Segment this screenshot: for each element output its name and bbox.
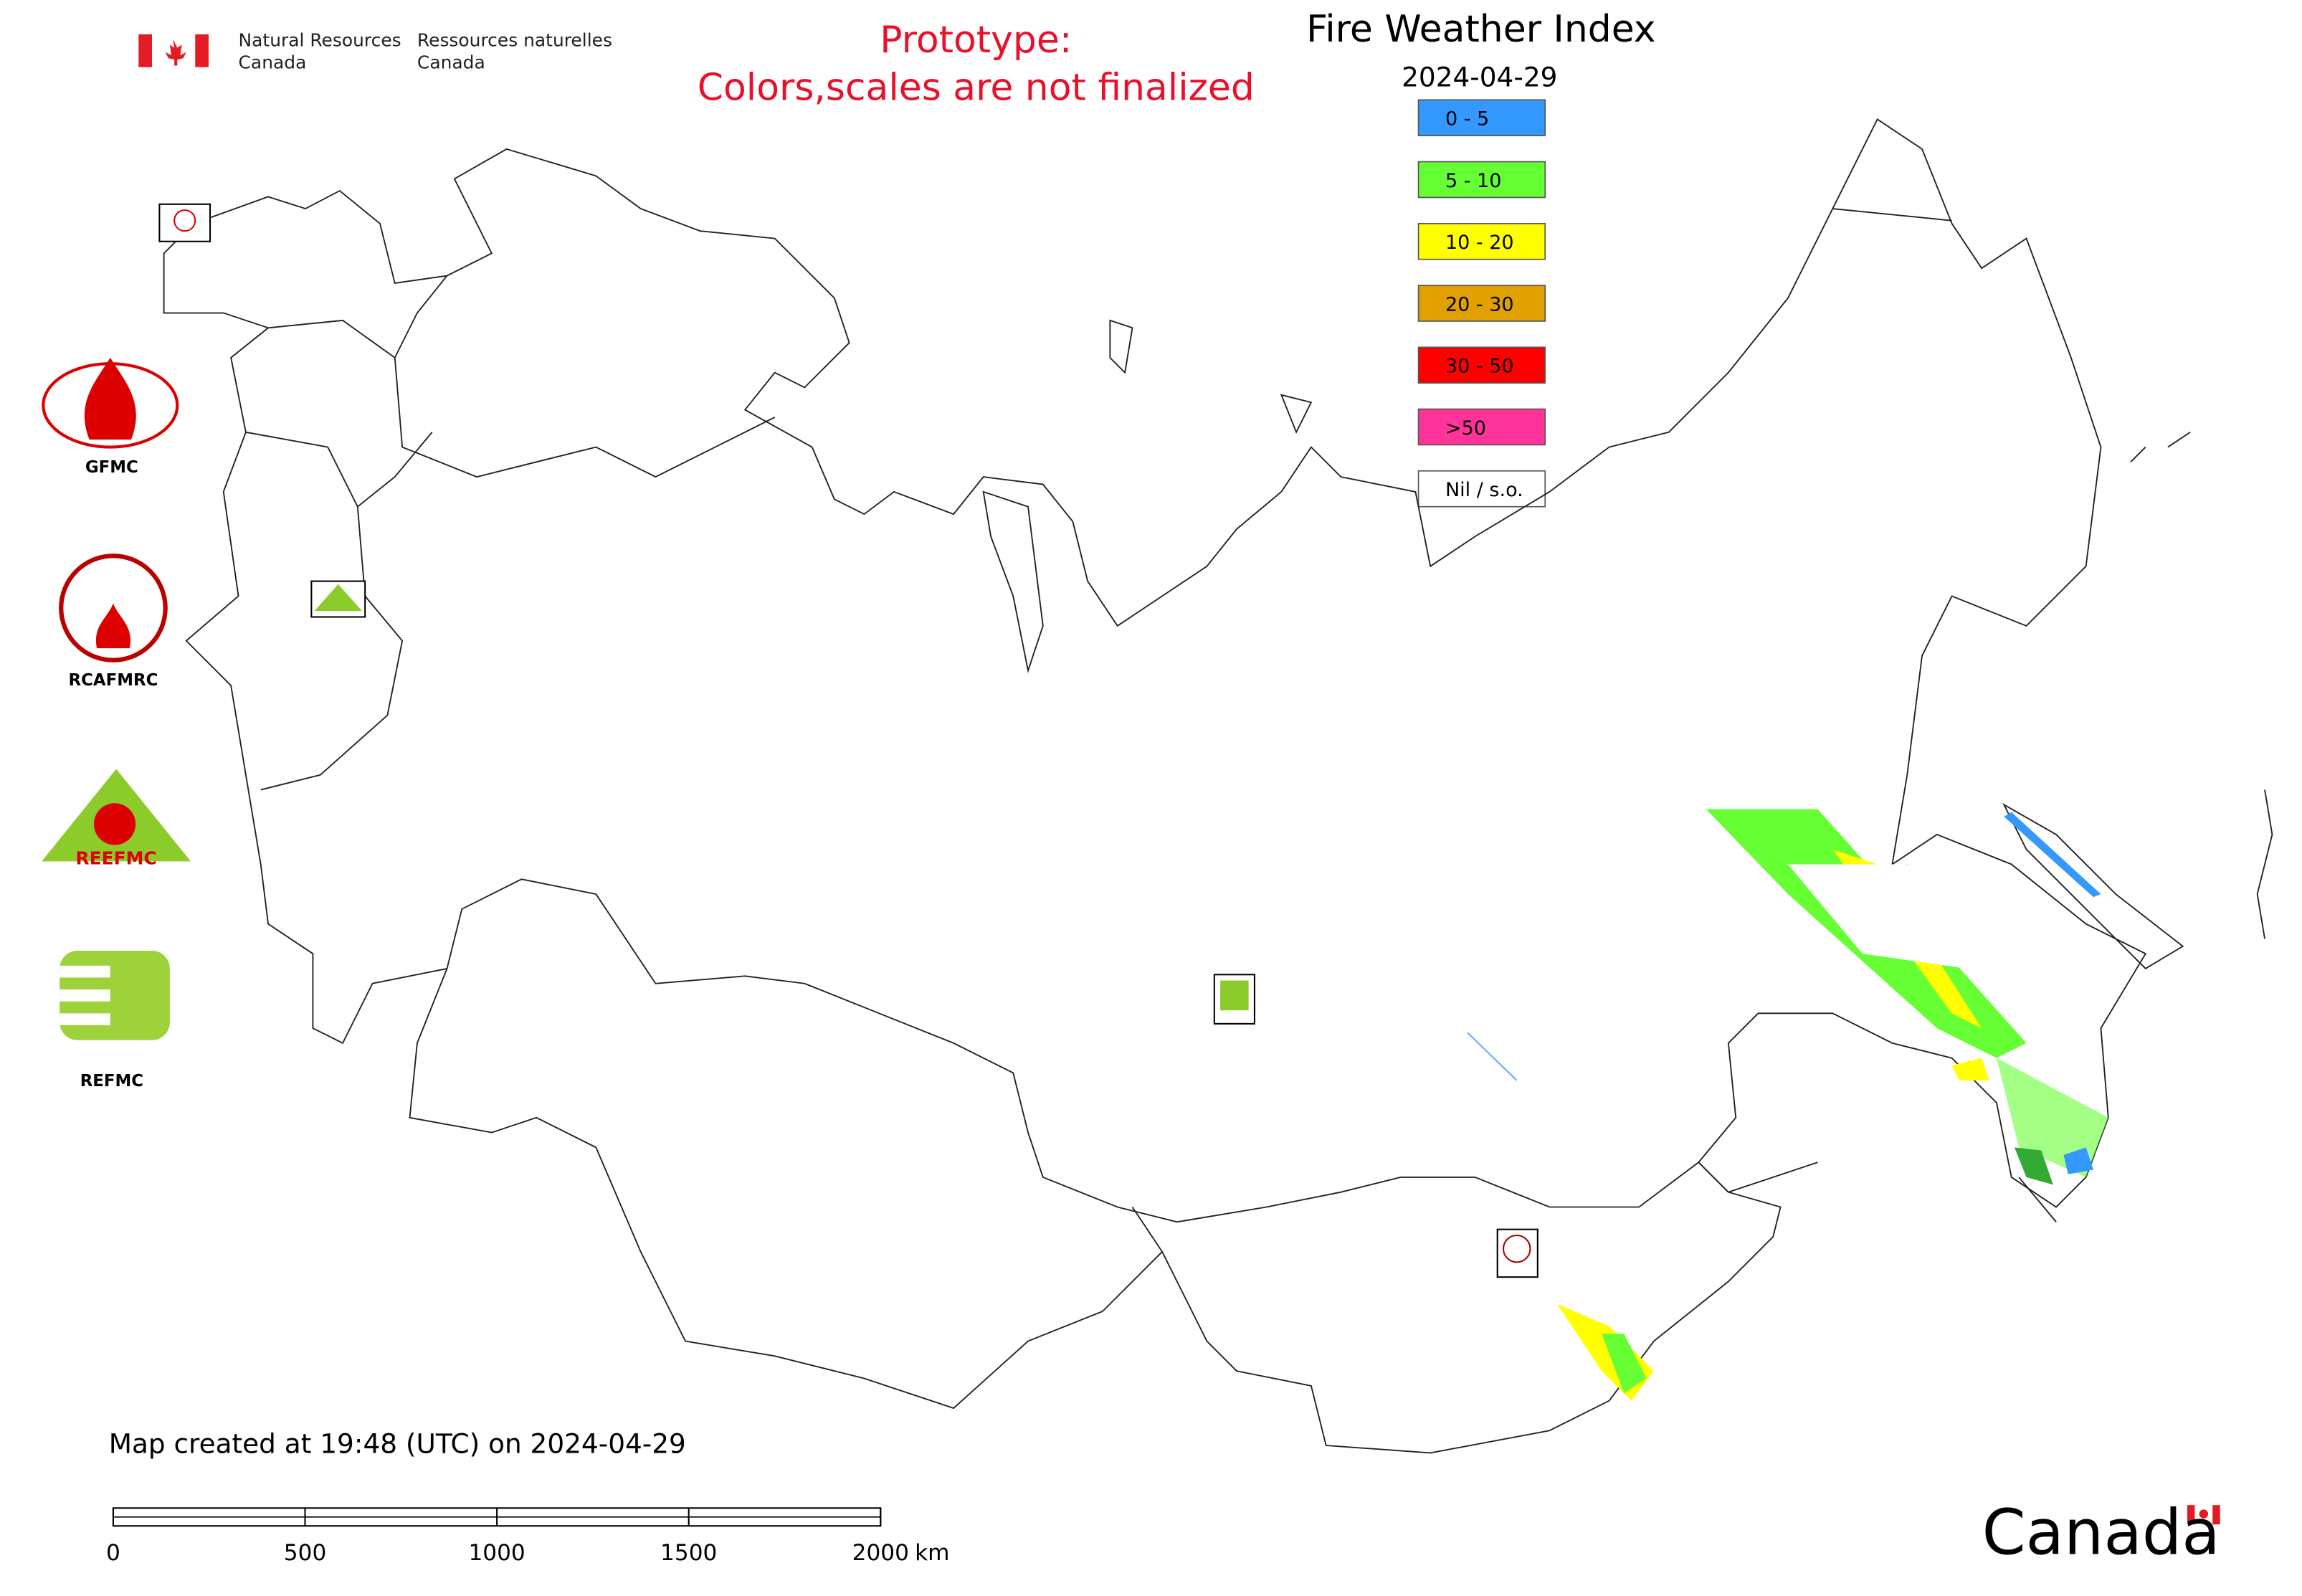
wordmark-flag: [2212, 1505, 2220, 1525]
created-note: Map created at 19:48 (UTC) on 2024-04-29: [109, 1428, 686, 1459]
fwi-patch: [2014, 1147, 2053, 1185]
border: [1832, 208, 2191, 463]
scale-label: 500: [284, 1540, 326, 1566]
legend-swatch: [1417, 470, 1546, 508]
wordmark-flag: [2187, 1505, 2195, 1525]
refmc-stripe: [60, 1013, 110, 1025]
fwi-patch: [1556, 1303, 1654, 1401]
fwi-patch: [1951, 1058, 1989, 1080]
scale-label: 1000: [468, 1540, 525, 1566]
border: [163, 118, 2147, 1223]
country-borders: [163, 118, 2273, 1454]
legend-label: 10 - 20: [1445, 232, 1514, 254]
scale-unit: km: [915, 1540, 949, 1566]
fwi-patch: [1467, 1032, 1518, 1081]
legend-swatch: [1417, 161, 1546, 199]
logo-label: GFMC: [85, 458, 138, 477]
border: [268, 319, 776, 478]
inset-logo-mark: [1220, 980, 1249, 1011]
legend-label: 5 - 10: [1445, 170, 1501, 192]
fwi-patch: [1787, 864, 1967, 969]
legend-label: 20 - 30: [1445, 293, 1514, 315]
flag-bar: [138, 34, 152, 67]
legend-label: 30 - 50: [1445, 356, 1514, 378]
fwi-patch: [1996, 1058, 2108, 1177]
border: [409, 968, 1164, 1410]
border: [1161, 1162, 1782, 1454]
border: [394, 275, 448, 358]
legend-swatch: [1417, 285, 1546, 322]
map-title: Fire Weather Index: [1306, 8, 1655, 51]
scale-label: 1500: [660, 1540, 717, 1566]
inset-logo-mark: [1502, 1234, 1531, 1263]
border: [2256, 789, 2273, 939]
map-date: 2024-04-29: [1402, 62, 1557, 93]
refmc-stripe: [60, 965, 110, 978]
inset-logo-mark: [314, 584, 363, 612]
agency-fr: Canada: [417, 52, 485, 73]
agency-en: Canada: [239, 52, 307, 73]
inset-logos: [158, 203, 1538, 1278]
nrcan-signature: Natural Resources Canada Ressources natu…: [138, 29, 612, 73]
fwi-patch: [1602, 1334, 1647, 1394]
legend-label: >50: [1445, 417, 1486, 440]
logo-label: REFMC: [80, 1072, 143, 1091]
agency-en: Natural Resources: [239, 29, 401, 50]
canada-wordmark: Canada: [1982, 1496, 2220, 1569]
legend-swatch: [1417, 408, 1546, 446]
logo-text: REEFMC: [75, 847, 156, 868]
gfmc-flame: [84, 357, 136, 440]
scale-label: 0: [106, 1540, 120, 1566]
partner-logos: GFMC RCAFMRC REEFMC REFMC: [42, 357, 191, 1091]
border: [982, 319, 1313, 673]
logo-label: RCAFMRC: [69, 671, 158, 690]
legend-label: 0 - 5: [1445, 108, 1489, 130]
legend-swatch: [1417, 346, 1546, 384]
refmc-stripe: [60, 989, 110, 1002]
wordmark-flag: [2199, 1509, 2209, 1519]
legend: 0 - 5 5 - 10 10 - 20 20 - 30 30 - 50 >50 Nil /…: [1417, 99, 1546, 508]
notice: Colors,scales are not finalized: [698, 66, 1255, 109]
legend-label: Nil / s.o.: [1445, 479, 1523, 501]
flag-bar: [195, 34, 209, 67]
fwi-patches: [1467, 809, 2108, 1401]
maple-leaf: [165, 39, 186, 66]
fwi-patch: [2004, 812, 2101, 898]
scale-bar: 0 500 1000 1500 2000 km: [106, 1507, 949, 1566]
fwi-patch: [2063, 1147, 2094, 1174]
notice: Prototype:: [880, 19, 1072, 62]
inset-logo-mark: [173, 209, 196, 232]
border: [2002, 803, 2184, 970]
scale-label: 2000: [852, 1540, 909, 1566]
legend-swatch: [1417, 99, 1546, 137]
rcafmrc-flame: [95, 603, 130, 649]
agency-fr: Ressources naturelles: [417, 29, 612, 50]
legend-swatch: [1417, 222, 1546, 260]
reefmc-flame: [93, 803, 136, 845]
